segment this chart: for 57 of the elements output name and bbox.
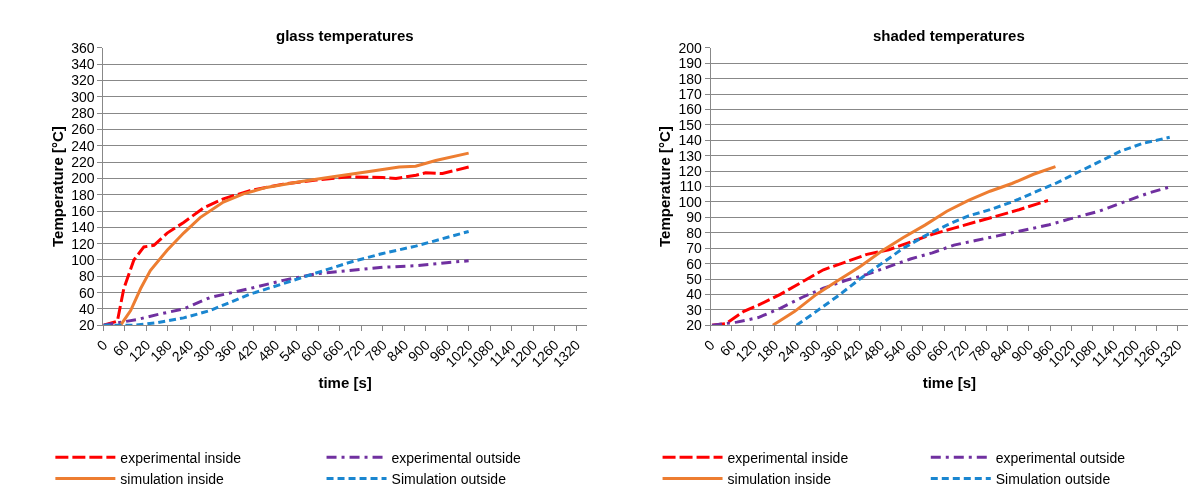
y-tick-label: 60 <box>686 255 703 272</box>
line-series <box>795 135 1172 326</box>
y-tick-label: 170 <box>678 86 703 103</box>
y-tick-label: 80 <box>686 224 703 241</box>
y-tick-label: 60 <box>79 284 95 301</box>
chart-title: glass temperatures <box>276 27 414 44</box>
y-tick-label: 200 <box>71 170 95 187</box>
legend-label: simulation inside <box>727 470 832 487</box>
y-tick-label: 70 <box>686 240 703 257</box>
legend-label: experimental inside <box>727 449 849 466</box>
y-tick-label: 240 <box>71 137 95 154</box>
y-tick-label: 220 <box>71 154 95 171</box>
y-tick-label: 180 <box>71 186 95 203</box>
legend-label: experimental inside <box>120 449 242 466</box>
x-tick-label: 0 <box>700 336 718 354</box>
y-tick-label: 120 <box>71 235 95 252</box>
legend-label: simulation inside <box>120 470 225 487</box>
y-axis-title: Temperature [°C] <box>48 126 66 247</box>
y-tick-label: 50 <box>686 270 703 287</box>
y-tick-label: 100 <box>71 251 95 268</box>
y-tick-label: 360 <box>71 39 95 56</box>
y-tick-label: 260 <box>71 121 95 138</box>
y-tick-label: 90 <box>686 209 703 226</box>
y-tick-label: 150 <box>678 116 703 133</box>
y-tick-label: 30 <box>686 301 703 318</box>
y-tick-label: 280 <box>71 105 95 122</box>
x-axis-title: time [s] <box>922 374 977 392</box>
x-axis-title: time [s] <box>318 374 372 392</box>
y-tick-label: 140 <box>678 132 703 149</box>
y-tick-label: 340 <box>71 56 95 73</box>
y-tick-label: 140 <box>71 219 95 236</box>
y-tick-label: 100 <box>678 193 703 210</box>
y-tick-label: 160 <box>678 101 703 118</box>
y-tick-label: 320 <box>71 72 95 89</box>
y-tick-label: 80 <box>79 268 95 285</box>
x-tick-label: 0 <box>93 336 111 354</box>
chart-title: shaded temperatures <box>873 27 1025 44</box>
line-series <box>771 165 1057 326</box>
y-tick-label: 300 <box>71 88 95 105</box>
y-tick-label: 110 <box>679 178 703 195</box>
y-tick-label: 40 <box>686 286 703 303</box>
y-tick-label: 120 <box>678 163 703 180</box>
y-tick-label: 160 <box>71 202 95 219</box>
legend-label: experimental outside <box>995 449 1126 466</box>
y-tick-label: 180 <box>678 70 703 87</box>
y-tick-label: 190 <box>678 55 703 72</box>
legend-label: Simulation outside <box>391 470 507 487</box>
y-tick-label: 200 <box>678 39 703 56</box>
line-series <box>103 229 471 326</box>
y-axis-title: Temperature [°C] <box>655 126 673 247</box>
y-tick-label: 20 <box>686 317 703 334</box>
y-tick-label: 40 <box>79 300 95 317</box>
y-tick-label: 130 <box>678 147 703 164</box>
line-series <box>103 259 471 326</box>
legend-label: Simulation outside <box>995 470 1111 487</box>
y-tick-label: 20 <box>79 317 95 334</box>
legend-label: experimental outside <box>391 449 521 466</box>
